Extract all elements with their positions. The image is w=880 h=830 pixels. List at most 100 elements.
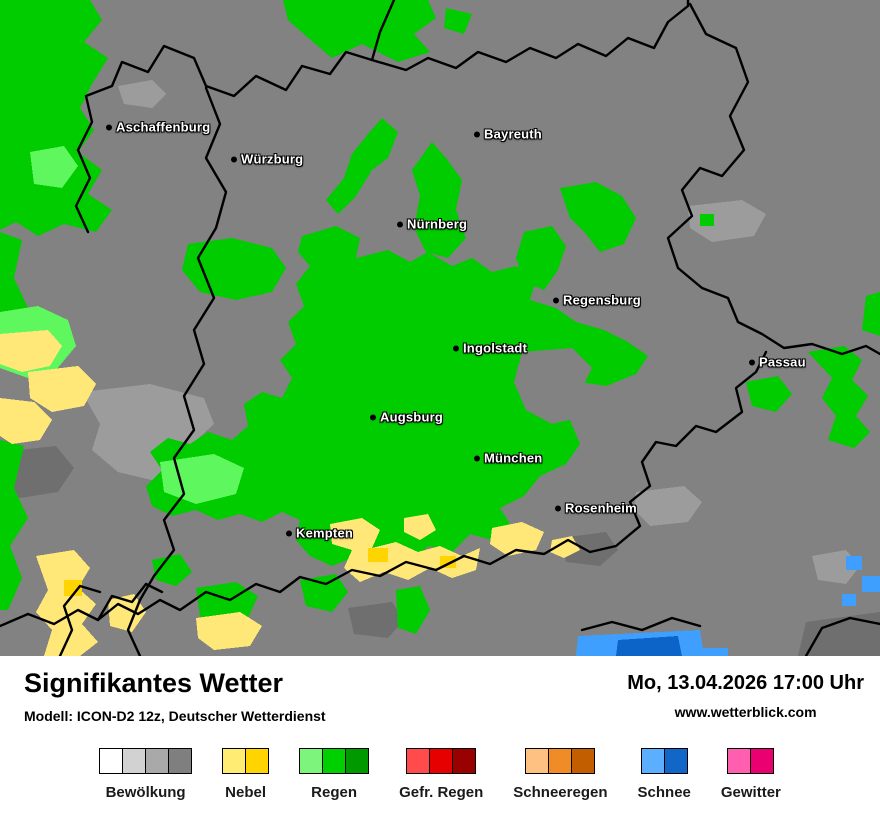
city-label: Ingolstadt [463, 340, 528, 356]
legend-swatch [727, 748, 752, 774]
rain-area [862, 292, 880, 336]
city-label: Bayreuth [484, 126, 542, 142]
city-label: München [484, 450, 543, 466]
rain-area [283, 0, 436, 62]
city-marker: Nürnberg [397, 217, 467, 232]
legend-swatch [345, 748, 370, 774]
rain-area [746, 376, 792, 412]
fog-area [196, 612, 262, 650]
city-marker: Bayreuth [474, 127, 542, 142]
legend-swatch [122, 748, 147, 774]
legend-swatch [452, 748, 477, 774]
city-label: Augsburg [380, 409, 443, 425]
footer: Signifikantes Wetter Modell: ICON-D2 12z… [0, 656, 880, 830]
rain-area [152, 554, 192, 586]
cloud-patch [688, 200, 766, 242]
country-border [96, 582, 164, 622]
legend-swatch [322, 748, 347, 774]
city-dot-icon [474, 131, 480, 137]
cloud-hole [514, 348, 592, 424]
legend-group: Nebel [222, 748, 270, 801]
rain-light-area [160, 454, 244, 504]
page-title: Signifikantes Wetter [24, 668, 284, 698]
legend-swatch [245, 748, 270, 774]
country-border [804, 616, 880, 656]
city-dot-icon [553, 297, 559, 303]
rain-area [396, 586, 430, 634]
city-marker: Kempten [286, 526, 353, 541]
fog-area [404, 514, 436, 540]
legend-group: Schnee [638, 748, 691, 801]
model-info: Modell: ICON-D2 12z, Deutscher Wetterdie… [24, 708, 326, 724]
fog-area [0, 330, 62, 372]
city-marker: Ingolstadt [453, 341, 527, 356]
weather-map-graphic [0, 0, 880, 656]
city-marker: Passau [749, 355, 806, 370]
rain-area [326, 118, 398, 214]
cloud-patch [634, 486, 702, 526]
legend-swatches [525, 748, 596, 774]
rain-area [560, 182, 636, 252]
legend-swatch [640, 748, 665, 774]
legend-swatches [222, 748, 270, 774]
rain-area [444, 8, 472, 34]
city-label: Würzburg [241, 151, 304, 167]
legend-group: Gefr. Regen [399, 748, 483, 801]
website-url: www.wetterblick.com [674, 704, 817, 720]
fog-area [490, 522, 544, 556]
city-dot-icon [555, 505, 561, 511]
country-border [580, 616, 702, 632]
city-dot-icon [286, 530, 292, 536]
legend-swatch [222, 748, 247, 774]
rain-area [300, 574, 348, 612]
rain-area [0, 232, 28, 334]
city-marker: Regensburg [553, 293, 641, 308]
snow-layer [576, 556, 880, 656]
city-dot-icon [106, 124, 112, 130]
footer-right: Mo, 13.04.2026 17:00 Uhr www.wetterblick… [627, 672, 864, 720]
legend-label: Bewölkung [105, 784, 186, 801]
legend-group: Schneeregen [513, 748, 608, 801]
legend-swatch [406, 748, 431, 774]
rain-area [808, 346, 870, 448]
weather-map: Aschaffenburg Würzburg Bayreuth Nürnberg Reg… [0, 0, 880, 656]
cloud-patch-dark [348, 602, 404, 638]
legend-swatch [663, 748, 688, 774]
snow-area [702, 648, 728, 656]
fog-dense-area [64, 580, 82, 596]
city-marker: München [474, 451, 542, 466]
city-marker: Aschaffenburg [106, 120, 210, 135]
legend-swatch [299, 748, 324, 774]
fog-area [28, 366, 96, 412]
snow-dense-area [616, 636, 682, 656]
fog-dense-area [368, 548, 388, 562]
legend-swatches [640, 748, 688, 774]
country-border [126, 598, 142, 656]
state-border [74, 148, 92, 234]
city-marker: Würzburg [231, 152, 303, 167]
rain-area [0, 0, 112, 236]
legend-label: Gewitter [720, 784, 781, 801]
city-label: Rosenheim [565, 500, 637, 516]
city-marker: Augsburg [370, 410, 443, 425]
city-label: Aschaffenburg [116, 119, 211, 135]
legend-swatches [406, 748, 477, 774]
legend-swatch [750, 748, 775, 774]
city-marker: Rosenheim [555, 501, 637, 516]
cloud-patch-dark [798, 612, 880, 656]
legend-swatch [571, 748, 596, 774]
country-border [58, 584, 102, 656]
snow-area [862, 576, 880, 592]
map-city-layer: Aschaffenburg Würzburg Bayreuth Nürnberg Reg… [106, 120, 806, 541]
border-layer [0, 0, 880, 656]
legend-swatches [727, 748, 775, 774]
rain-layer [0, 0, 880, 634]
rain-area [0, 440, 28, 610]
legend: Bewölkung Nebel Regen Gefr. Regen Schneerege… [0, 748, 880, 801]
city-dot-icon [749, 359, 755, 365]
snow-area [846, 556, 862, 570]
city-label: Regensburg [563, 292, 641, 308]
legend-swatch [548, 748, 573, 774]
city-label: Nürnberg [407, 216, 468, 232]
